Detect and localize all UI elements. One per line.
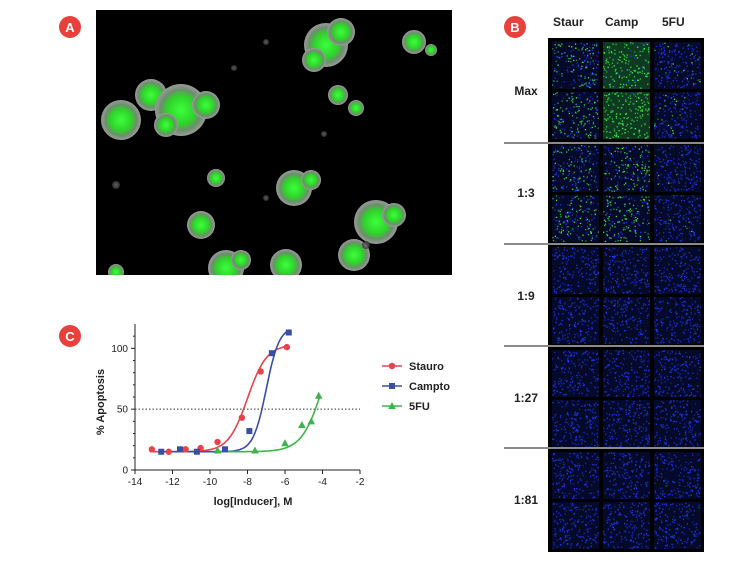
x-tick-label: -2	[356, 477, 365, 488]
micrograph-svg	[101, 18, 437, 275]
well-staur-8	[552, 399, 599, 447]
data-point-campto	[158, 448, 165, 455]
panel-b-badge: B	[504, 16, 526, 38]
column-header-staur: Staur	[553, 15, 584, 29]
row-label-1-81: 1:81	[513, 493, 539, 507]
data-point-5fu	[307, 417, 316, 425]
micrograph-image	[96, 10, 452, 275]
well-staur-3	[552, 144, 599, 192]
well-plate	[548, 38, 704, 552]
well-camp-5	[603, 247, 650, 294]
well-camp-1	[603, 42, 650, 89]
data-point-stauro	[214, 438, 221, 446]
chart-axes: -14 -12 -10 -8 -6 -4 -2 0 50 100	[111, 324, 365, 488]
well-5fu-6	[654, 297, 701, 344]
well-5fu-4	[654, 194, 701, 242]
fit-curve-stauro	[150, 345, 288, 453]
chart-legend: Stauro Campto 5FU	[382, 361, 450, 413]
data-point-5fu	[314, 391, 323, 399]
data-point-stauro	[257, 368, 264, 375]
x-tick-label: -6	[281, 477, 290, 488]
data-point-campto	[285, 329, 292, 336]
row-label-1-27: 1:27	[513, 391, 539, 405]
y-tick-label: 0	[122, 466, 128, 477]
well-staur-6	[552, 297, 599, 344]
panel-a-badge: A	[59, 16, 81, 38]
y-tick-label: 50	[117, 405, 129, 416]
legend-label-5fu: 5FU	[409, 401, 430, 413]
well-staur-5	[552, 247, 599, 294]
data-point-campto	[246, 428, 253, 435]
row-separator	[504, 447, 704, 449]
well-camp-10	[603, 502, 650, 549]
well-staur-2	[552, 92, 599, 139]
well-5fu-3	[654, 144, 701, 192]
well-staur-7	[552, 349, 599, 397]
legend-label-stauro: Stauro	[409, 361, 444, 373]
y-axis-label: % Apoptosis	[95, 369, 107, 435]
well-staur-10	[552, 502, 599, 549]
row-separator	[504, 243, 704, 245]
data-point-stauro	[148, 446, 156, 453]
well-camp-3	[603, 144, 650, 192]
data-point-campto	[177, 446, 183, 453]
data-points	[148, 329, 323, 455]
column-header-5fu: 5FU	[662, 15, 685, 29]
y-tick-label: 100	[111, 344, 128, 355]
row-label-1-3: 1:3	[517, 186, 535, 200]
faint-cells	[112, 39, 370, 249]
row-separator	[504, 345, 704, 347]
x-tick-label: -12	[165, 477, 180, 488]
row-separator	[504, 142, 704, 144]
x-tick-label: -10	[203, 477, 218, 488]
data-point-5fu	[213, 446, 222, 454]
well-staur-1	[552, 42, 599, 89]
well-5fu-1	[654, 42, 701, 89]
panel-c-badge: C	[59, 325, 81, 347]
legend-marker-stauro	[388, 362, 396, 370]
well-camp-9	[603, 452, 650, 499]
x-tick-label: -8	[243, 477, 252, 488]
legend-marker-5fu	[388, 402, 396, 409]
column-header-camp: Camp	[605, 15, 639, 29]
x-axis-label: log[Inducer], M	[214, 496, 293, 508]
well-camp-7	[603, 349, 650, 397]
well-staur-9	[552, 452, 599, 499]
data-point-5fu	[298, 420, 306, 428]
fit-curves	[150, 329, 321, 453]
well-5fu-8	[654, 399, 701, 447]
data-point-stauro	[165, 448, 172, 455]
fit-curve-campto	[159, 329, 291, 453]
data-point-stauro	[238, 414, 246, 421]
well-5fu-7	[654, 349, 701, 397]
data-point-5fu	[251, 446, 259, 454]
legend-label-campto: Campto	[409, 381, 450, 393]
well-5fu-10	[654, 502, 701, 549]
x-tick-label: -14	[128, 477, 143, 488]
data-point-stauro	[283, 343, 291, 351]
data-point-campto	[222, 446, 228, 453]
well-staur-4	[552, 194, 599, 242]
well-camp-8	[603, 399, 650, 447]
well-camp-4	[603, 194, 650, 242]
well-camp-2	[603, 92, 650, 139]
row-label-1-9: 1:9	[517, 289, 535, 303]
legend-marker-campto	[389, 383, 395, 389]
well-5fu-9	[654, 452, 701, 499]
well-camp-6	[603, 297, 650, 344]
well-5fu-5	[654, 247, 701, 294]
data-point-5fu	[281, 439, 289, 447]
well-5fu-2	[654, 92, 701, 139]
fit-curve-5fu	[215, 396, 321, 453]
row-label-max: Max	[514, 84, 538, 98]
data-point-stauro	[182, 446, 189, 453]
x-tick-label: -4	[318, 477, 327, 488]
data-point-campto	[268, 350, 275, 357]
cell-clusters	[101, 18, 437, 275]
data-point-campto	[193, 448, 200, 455]
